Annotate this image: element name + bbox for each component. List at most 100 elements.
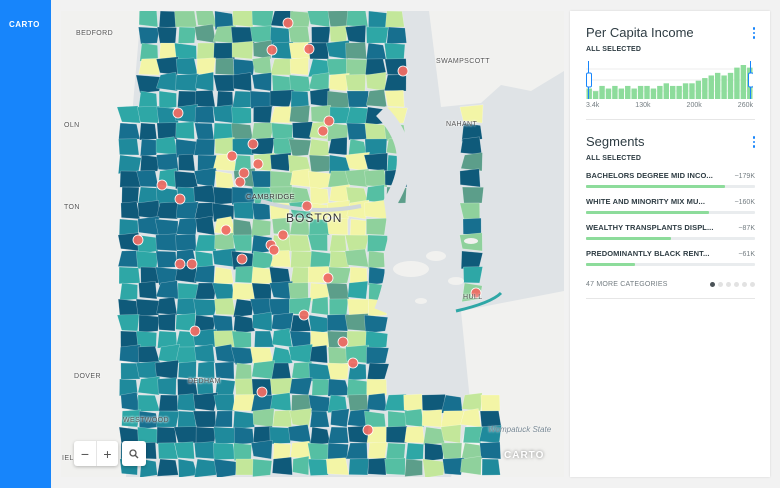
census-tract[interactable] [404, 458, 423, 477]
census-tract[interactable] [175, 121, 195, 140]
choropleth-map[interactable] [61, 11, 564, 477]
census-tract[interactable] [347, 280, 369, 300]
census-tract[interactable] [195, 215, 215, 236]
census-tract[interactable] [121, 186, 140, 204]
census-tract[interactable] [251, 11, 274, 28]
census-tract[interactable] [366, 392, 387, 412]
page-dot[interactable] [710, 282, 715, 287]
census-tract[interactable] [232, 282, 255, 301]
census-tract[interactable] [119, 282, 138, 301]
census-tract[interactable] [233, 314, 256, 335]
census-tract[interactable] [251, 122, 275, 140]
census-tract[interactable] [344, 248, 369, 268]
census-tract[interactable] [345, 74, 366, 92]
census-tract[interactable] [271, 362, 292, 380]
census-tract[interactable] [480, 394, 501, 412]
location-marker[interactable] [362, 424, 374, 436]
census-tract[interactable] [307, 442, 331, 461]
census-tract[interactable] [460, 250, 483, 270]
census-tract[interactable] [348, 458, 370, 476]
census-tract[interactable] [366, 378, 388, 396]
census-tract[interactable] [252, 458, 273, 477]
census-tract[interactable] [327, 11, 349, 28]
census-tract[interactable] [289, 11, 312, 29]
census-tract[interactable] [328, 426, 349, 444]
census-tract[interactable] [289, 105, 311, 124]
census-tract[interactable] [156, 26, 177, 44]
location-marker[interactable] [132, 234, 144, 246]
census-tract[interactable] [290, 266, 311, 284]
census-tract[interactable] [138, 26, 160, 45]
location-marker[interactable] [189, 325, 201, 337]
census-tract[interactable] [193, 138, 216, 156]
census-tract[interactable] [252, 39, 272, 60]
census-tract[interactable] [251, 266, 273, 286]
location-marker[interactable] [298, 309, 310, 321]
census-tract[interactable] [251, 282, 272, 301]
census-tract[interactable] [252, 408, 275, 428]
census-tract[interactable] [328, 72, 350, 92]
census-tract[interactable] [156, 458, 179, 477]
census-tract[interactable] [117, 250, 139, 268]
census-tract[interactable] [233, 201, 255, 220]
census-tract[interactable] [308, 72, 330, 92]
census-tract[interactable] [213, 393, 235, 412]
census-tract[interactable] [326, 58, 348, 76]
histogram-bar[interactable] [657, 85, 663, 99]
census-tract[interactable] [194, 122, 215, 140]
census-tract[interactable] [176, 217, 198, 236]
census-tract[interactable] [385, 11, 405, 28]
census-tract[interactable] [252, 56, 272, 76]
census-tract[interactable] [193, 167, 217, 188]
census-tract[interactable] [367, 441, 388, 460]
census-tract[interactable] [253, 105, 273, 124]
location-marker[interactable] [347, 357, 359, 369]
census-tract[interactable] [326, 282, 350, 300]
income-histogram[interactable] [586, 61, 753, 99]
census-tract[interactable] [329, 298, 349, 316]
more-options-icon[interactable] [752, 136, 756, 148]
census-tract[interactable] [138, 314, 160, 334]
census-tract[interactable] [194, 234, 217, 252]
census-tract[interactable] [194, 106, 215, 124]
zoom-in-button[interactable]: + [96, 441, 118, 466]
page-dot[interactable] [742, 282, 747, 287]
census-tract[interactable] [422, 458, 446, 477]
census-tract[interactable] [155, 233, 178, 252]
location-marker[interactable] [277, 229, 289, 241]
census-tract[interactable] [459, 104, 484, 124]
census-tract[interactable] [119, 344, 141, 364]
census-tract[interactable] [479, 441, 502, 460]
census-tract[interactable] [268, 298, 291, 316]
census-tract[interactable] [233, 298, 254, 318]
page-dot[interactable] [750, 282, 755, 287]
census-tract[interactable] [177, 26, 197, 44]
census-tract[interactable] [405, 442, 424, 461]
census-tract[interactable] [157, 442, 179, 460]
census-tract[interactable] [138, 58, 161, 76]
census-tract[interactable] [463, 266, 483, 284]
census-tract[interactable] [292, 455, 310, 476]
histogram-bar[interactable] [689, 83, 695, 99]
census-tract[interactable] [120, 362, 142, 380]
census-tract[interactable] [310, 296, 329, 316]
census-tract[interactable] [136, 170, 159, 188]
census-tract[interactable] [403, 393, 424, 412]
census-tract[interactable] [272, 456, 293, 476]
census-tract[interactable] [270, 392, 292, 412]
census-tract[interactable] [366, 217, 387, 236]
census-tract[interactable] [440, 442, 463, 460]
census-tract[interactable] [177, 410, 197, 429]
histogram-bar[interactable] [637, 85, 644, 99]
census-tract[interactable] [251, 202, 271, 221]
census-tract[interactable] [193, 184, 217, 204]
histogram-bar[interactable] [618, 88, 625, 99]
census-tract[interactable] [194, 344, 216, 364]
census-tract[interactable] [235, 458, 255, 476]
census-tract[interactable] [289, 377, 313, 396]
census-tract[interactable] [288, 26, 311, 44]
census-tract[interactable] [214, 298, 236, 316]
census-tract[interactable] [117, 298, 139, 318]
census-tract[interactable] [330, 408, 350, 428]
census-tract[interactable] [270, 152, 292, 172]
